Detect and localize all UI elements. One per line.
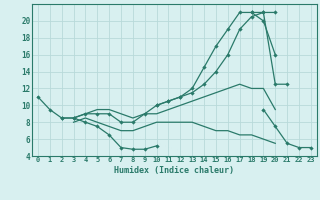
X-axis label: Humidex (Indice chaleur): Humidex (Indice chaleur) [115, 166, 234, 175]
